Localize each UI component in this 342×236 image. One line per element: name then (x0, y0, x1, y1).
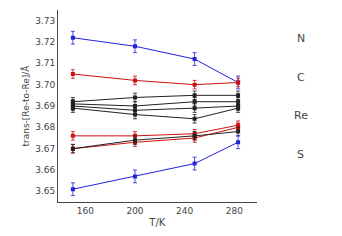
svg-text:160: 160 (77, 206, 94, 216)
svg-text:C: C (297, 71, 305, 84)
svg-text:200: 200 (126, 206, 143, 216)
svg-text:240: 240 (176, 206, 193, 216)
svg-text:280: 280 (226, 206, 243, 216)
svg-text:3.67: 3.67 (35, 144, 55, 154)
svg-text:3.66: 3.66 (35, 165, 55, 175)
svg-text:T/K: T/K (148, 217, 165, 228)
svg-text:3.65: 3.65 (35, 186, 55, 196)
svg-text:3.71: 3.71 (35, 58, 55, 68)
svg-text:3.68: 3.68 (35, 122, 55, 132)
svg-text:3.70: 3.70 (35, 80, 55, 90)
svg-text:3.69: 3.69 (35, 101, 55, 111)
svg-text:3.73: 3.73 (35, 16, 55, 26)
svg-text:S: S (297, 148, 304, 161)
svg-text:trans-[Re-to-Re]/Å: trans-[Re-to-Re]/Å (20, 65, 31, 147)
svg-text:N: N (297, 32, 305, 45)
svg-text:3.72: 3.72 (35, 37, 55, 47)
svg-text:Re: Re (294, 109, 308, 122)
